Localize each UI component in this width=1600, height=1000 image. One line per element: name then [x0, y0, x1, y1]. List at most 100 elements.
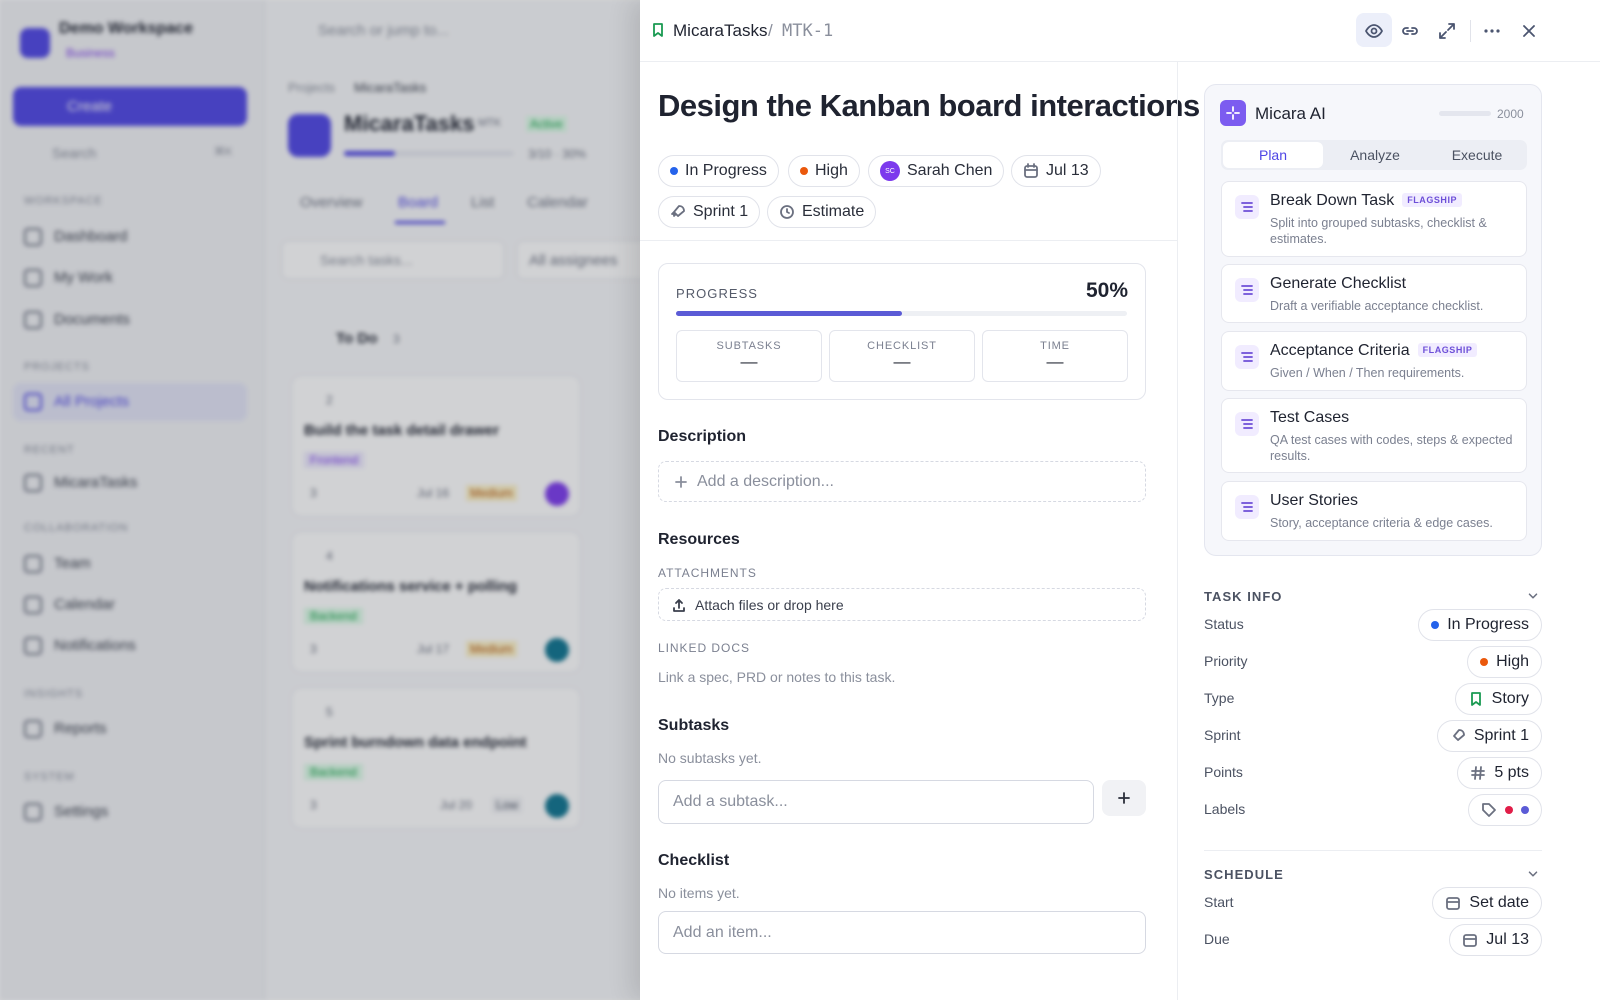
- field-value[interactable]: 5 pts: [1457, 757, 1542, 789]
- icon-glyph: [1241, 352, 1253, 362]
- field-value[interactable]: Sprint 1: [1436, 720, 1542, 752]
- card-avatar: [545, 638, 569, 662]
- nav-icon: [24, 311, 42, 329]
- action-name: Generate Checklist: [1270, 275, 1407, 292]
- nav-item[interactable]: Team: [54, 555, 91, 572]
- task-search[interactable]: Search tasks...: [281, 240, 505, 280]
- breadcrumb[interactable]: Projects: [288, 80, 335, 95]
- ai-action[interactable]: Test Cases QA test cases with codes, step…: [1221, 398, 1527, 473]
- nav-item[interactable]: Notifications: [54, 637, 136, 654]
- checklist-input[interactable]: Add an item...: [658, 911, 1146, 954]
- stat-box: CHECKLIST —: [829, 330, 975, 382]
- action-desc: Split into grouped subtasks, checklist &…: [1270, 216, 1487, 246]
- nav-item[interactable]: Documents: [54, 311, 130, 328]
- close-button[interactable]: [1519, 21, 1539, 41]
- icon: [1471, 766, 1486, 780]
- card-avatar: [545, 794, 569, 818]
- field-value[interactable]: High: [1467, 646, 1542, 678]
- card-due: Jul 20: [440, 798, 473, 812]
- link-button[interactable]: [1400, 21, 1420, 41]
- field-value[interactable]: Story: [1454, 683, 1542, 715]
- add-subtask-button[interactable]: [1102, 780, 1146, 816]
- nav-active: [13, 383, 247, 421]
- estimate-text: Estimate: [802, 203, 865, 220]
- nav-icon: [24, 474, 42, 492]
- assignee-filter[interactable]: All assignees: [516, 240, 656, 280]
- field-value[interactable]: In Progress: [1418, 609, 1542, 641]
- more-button[interactable]: [1482, 21, 1502, 41]
- divider: [640, 240, 1177, 241]
- action-icon: [1235, 345, 1259, 369]
- nav-item[interactable]: All Projects: [54, 393, 130, 410]
- sidebar-search[interactable]: Search: [52, 145, 97, 161]
- project-tab[interactable]: Calendar: [527, 194, 588, 211]
- nav-item[interactable]: My Work: [54, 269, 113, 286]
- nav-item[interactable]: Reports: [54, 720, 107, 737]
- ai-action[interactable]: User Stories Story, acceptance criteria &…: [1221, 481, 1527, 541]
- ai-tab[interactable]: Analyze: [1350, 147, 1400, 163]
- status-text: In Progress: [685, 162, 767, 179]
- icon: [1482, 803, 1496, 817]
- status-dot: [670, 167, 678, 175]
- card-subtasks: 3: [310, 798, 317, 812]
- ai-action[interactable]: Break Down Task FLAGSHIP Split into groupe…: [1221, 181, 1527, 257]
- breadcrumb-project[interactable]: MicaraTasks: [673, 21, 768, 40]
- nav-item[interactable]: Calendar: [54, 596, 115, 613]
- collapse-toggle[interactable]: [1526, 867, 1540, 881]
- project-status: Active: [526, 116, 567, 132]
- action-name: Break Down Task: [1270, 192, 1395, 209]
- subtask-input[interactable]: Add a subtask...: [658, 780, 1094, 824]
- attach-dropzone[interactable]: Attach files or drop here: [658, 588, 1146, 621]
- sidebar: Demo Workspace Business Create Search ⌘K WORK…: [0, 0, 265, 1000]
- card-title: Sprint burndown data endpoint: [304, 734, 527, 751]
- status-chip[interactable]: In Progress: [658, 155, 779, 187]
- priority-text: High: [815, 162, 848, 179]
- progress-value: 50%: [1085, 279, 1128, 302]
- nav-heading: PROJECTS: [24, 361, 90, 373]
- workspace-logo: [20, 28, 50, 58]
- ai-tab[interactable]: Execute: [1451, 147, 1503, 163]
- watch-button[interactable]: [1356, 13, 1392, 47]
- upload-icon: [673, 598, 685, 612]
- nav-item[interactable]: Settings: [54, 803, 109, 820]
- icon-glyph: [1241, 202, 1253, 212]
- section-heading: Subtasks: [658, 717, 730, 734]
- nav-item[interactable]: Dashboard: [54, 228, 128, 245]
- card-due: Jul 16: [417, 486, 450, 500]
- field-value[interactable]: Jul 13: [1449, 924, 1542, 956]
- estimate-chip[interactable]: Estimate: [767, 196, 877, 228]
- project-tab[interactable]: Overview: [300, 194, 363, 211]
- global-search[interactable]: Search or jump to...: [318, 22, 449, 39]
- icon: [1452, 729, 1465, 741]
- ai-tab[interactable]: Plan: [1223, 142, 1323, 168]
- icon: [1446, 897, 1461, 910]
- description-input[interactable]: Add a description...: [658, 461, 1146, 502]
- nav-item[interactable]: MicaraTasks: [54, 474, 138, 491]
- field-value[interactable]: [1468, 794, 1542, 826]
- create-button[interactable]: Create: [13, 87, 247, 126]
- task-card[interactable]: 2 Build the task detail drawer Frontend 3 Ju…: [291, 375, 581, 517]
- task-title[interactable]: Design the Kanban board interactions: [658, 88, 1200, 123]
- ai-action[interactable]: Generate Checklist Draft a verifiable acc…: [1221, 264, 1527, 323]
- icon-glyph: [1241, 419, 1253, 429]
- type-icon: [653, 23, 663, 37]
- collapse-toggle[interactable]: [1526, 589, 1540, 603]
- priority-chip[interactable]: High: [788, 155, 860, 187]
- ai-action[interactable]: Acceptance Criteria FLAGSHIP Given / When …: [1221, 331, 1527, 391]
- sprint-text: Sprint 1: [693, 203, 749, 220]
- project-tab[interactable]: List: [471, 194, 495, 211]
- assignee-chip[interactable]: SC Sarah Chen: [868, 155, 1005, 187]
- card-subtasks: 3: [310, 486, 317, 500]
- task-card[interactable]: 5 Sprint burndown data endpoint Backend 3 Ju…: [291, 687, 581, 829]
- nav-heading: SYSTEM: [24, 771, 75, 783]
- project-key: MTK: [478, 117, 502, 129]
- project-tab[interactable]: Board: [398, 194, 439, 211]
- action-icon: [1235, 195, 1259, 219]
- expand-button[interactable]: [1437, 21, 1457, 41]
- due-chip[interactable]: Jul 13: [1011, 155, 1101, 187]
- task-card[interactable]: 4 Notifications service + polling Backend 3…: [291, 531, 581, 673]
- sprint-chip[interactable]: Sprint 1: [658, 196, 761, 228]
- field-value[interactable]: Set date: [1432, 887, 1542, 919]
